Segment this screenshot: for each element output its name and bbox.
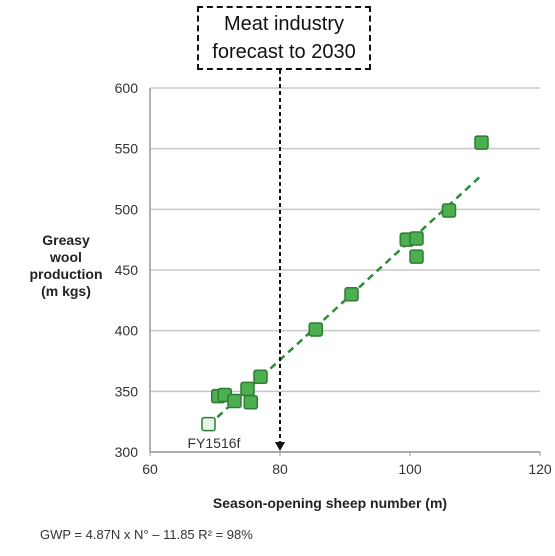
x-tick-label: 60: [142, 461, 158, 477]
data-point: [240, 381, 255, 397]
forecast-arrow-head: [275, 442, 285, 451]
data-point: [243, 395, 258, 410]
data-point: [409, 231, 424, 246]
y-tick-labels: 300 350 400 450 500 550 600: [115, 80, 139, 460]
data-point: [441, 203, 457, 218]
data-points: [211, 135, 489, 410]
y-tick-label: 400: [115, 323, 139, 339]
y-tick-label: 300: [115, 444, 139, 460]
data-point: [253, 369, 268, 385]
data-point: [308, 322, 323, 337]
y-axis-label-line: production: [29, 266, 103, 282]
regression-formula: GWP = 4.87N x N° – 11.85 R² = 98%: [40, 527, 253, 542]
callout-line-1: Meat industry: [223, 13, 345, 35]
x-tick-labels: 60 80 100 120: [142, 461, 552, 477]
data-point: [409, 249, 424, 264]
x-tick-label: 80: [272, 461, 288, 477]
y-tick-label: 350: [115, 383, 139, 399]
y-tick-label: 600: [115, 80, 139, 96]
y-axis-label: Greasy wool production (m kgs): [22, 232, 110, 300]
x-axis-label: Season-opening sheep number (m): [212, 495, 448, 511]
forecast-point-label: FY1516f: [188, 435, 241, 451]
forecast-data-point: [201, 416, 216, 432]
x-tick-label: 100: [398, 461, 422, 477]
y-axis-label-line: Greasy: [42, 232, 90, 248]
data-point: [344, 287, 359, 302]
y-tick-label: 550: [115, 141, 139, 157]
data-point: [474, 135, 489, 150]
x-tick-label: 120: [528, 461, 552, 477]
y-axis-label-line: (m kgs): [41, 283, 91, 299]
forecast-point: FY1516f: [188, 416, 241, 451]
forecast-arrow: [275, 70, 285, 451]
forecast-callout: Meat industry forecast to 2030: [197, 6, 371, 70]
y-axis-label-line: wool: [50, 249, 82, 265]
axes: [149, 88, 541, 456]
data-point: [227, 393, 242, 409]
y-tick-label: 450: [115, 262, 139, 278]
y-tick-label: 500: [115, 201, 139, 217]
callout-line-2: forecast to 2030: [212, 41, 356, 63]
